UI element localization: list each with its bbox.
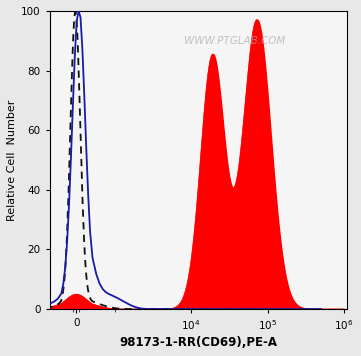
Y-axis label: Relative Cell  Number: Relative Cell Number bbox=[7, 99, 17, 221]
Text: WWW.PTGLAB.COM: WWW.PTGLAB.COM bbox=[183, 36, 285, 46]
X-axis label: 98173-1-RR(CD69),PE-A: 98173-1-RR(CD69),PE-A bbox=[119, 336, 278, 349]
